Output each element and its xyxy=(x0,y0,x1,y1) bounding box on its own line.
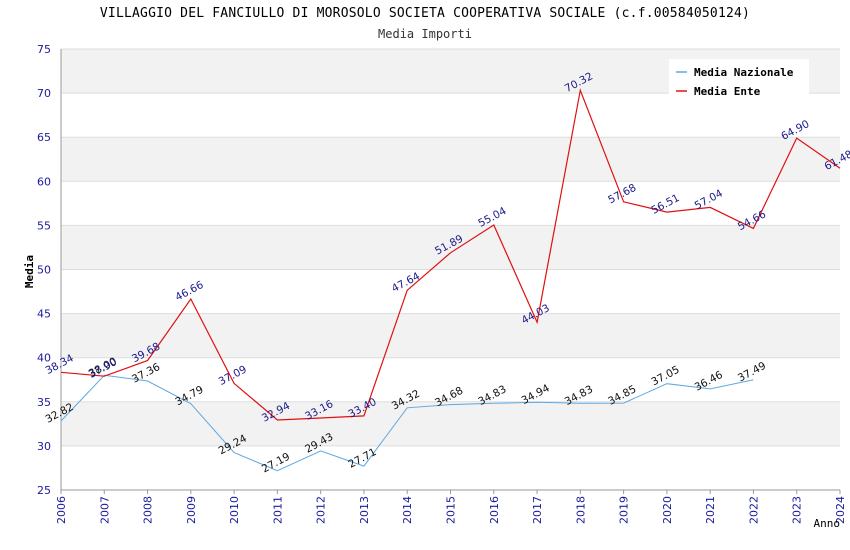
y-tick-label: 40 xyxy=(37,352,51,365)
data-label-media-nazionale: 27.71 xyxy=(346,446,378,471)
x-tick-label: 2009 xyxy=(185,496,198,524)
legend-box xyxy=(669,59,809,99)
y-tick-label: 30 xyxy=(37,440,51,453)
y-tick-label: 45 xyxy=(37,308,51,321)
y-tick-label: 60 xyxy=(37,175,51,188)
x-tick-label: 2016 xyxy=(488,496,501,524)
data-label-media-ente: 37.09 xyxy=(217,363,249,388)
plot-band xyxy=(61,137,840,182)
x-tick-label: 2019 xyxy=(618,496,631,524)
x-tick-label: 2012 xyxy=(315,496,328,524)
x-tick-label: 2021 xyxy=(704,496,717,524)
chart-subtitle: Media Importi xyxy=(378,27,472,41)
x-tick-label: 2018 xyxy=(574,496,587,524)
x-tick-label: 2024 xyxy=(834,496,847,524)
legend-label-media-nazionale: Media Nazionale xyxy=(694,66,794,79)
x-tick-label: 2017 xyxy=(531,496,544,524)
x-tick-label: 2006 xyxy=(55,496,68,524)
y-tick-label: 35 xyxy=(37,396,51,409)
x-tick-label: 2015 xyxy=(445,496,458,524)
data-label-media-nazionale: 27.19 xyxy=(260,451,292,476)
plot-band xyxy=(61,225,840,270)
x-tick-label: 2011 xyxy=(271,496,284,524)
x-tick-label: 2020 xyxy=(661,496,674,524)
y-tick-label: 65 xyxy=(37,131,51,144)
y-axis-label: Media xyxy=(23,255,36,288)
plot-band xyxy=(61,313,840,358)
x-tick-label: 2014 xyxy=(401,496,414,524)
x-tick-label: 2023 xyxy=(791,496,804,524)
y-tick-label: 25 xyxy=(37,484,51,497)
x-tick-label: 2010 xyxy=(228,496,241,524)
data-label-media-ente: 47.64 xyxy=(390,270,422,295)
x-tick-label: 2008 xyxy=(142,496,155,524)
x-tick-label: 2013 xyxy=(358,496,371,524)
x-tick-label: 2007 xyxy=(98,496,111,524)
x-axis-label: Anno xyxy=(814,517,841,530)
y-tick-label: 75 xyxy=(37,43,51,56)
data-label-media-ente: 57.68 xyxy=(606,182,638,207)
y-tick-label: 55 xyxy=(37,219,51,232)
plot-band xyxy=(61,401,840,446)
chart-title: VILLAGGIO DEL FANCIULLO DI MOROSOLO SOCI… xyxy=(99,6,751,21)
legend-label-media-ente: Media Ente xyxy=(694,85,761,98)
series-line-media-nazionale xyxy=(60,374,754,472)
x-tick-label: 2022 xyxy=(747,496,760,524)
y-tick-label: 50 xyxy=(37,264,51,277)
series-line-media-ente xyxy=(60,88,841,421)
data-label-media-nazionale: 36.46 xyxy=(693,369,725,394)
data-label-media-ente: 57.04 xyxy=(693,187,725,212)
data-label-media-ente: 56.51 xyxy=(649,192,681,217)
data-label-media-nazionale: 37.49 xyxy=(736,360,768,385)
y-tick-label: 70 xyxy=(37,87,51,100)
